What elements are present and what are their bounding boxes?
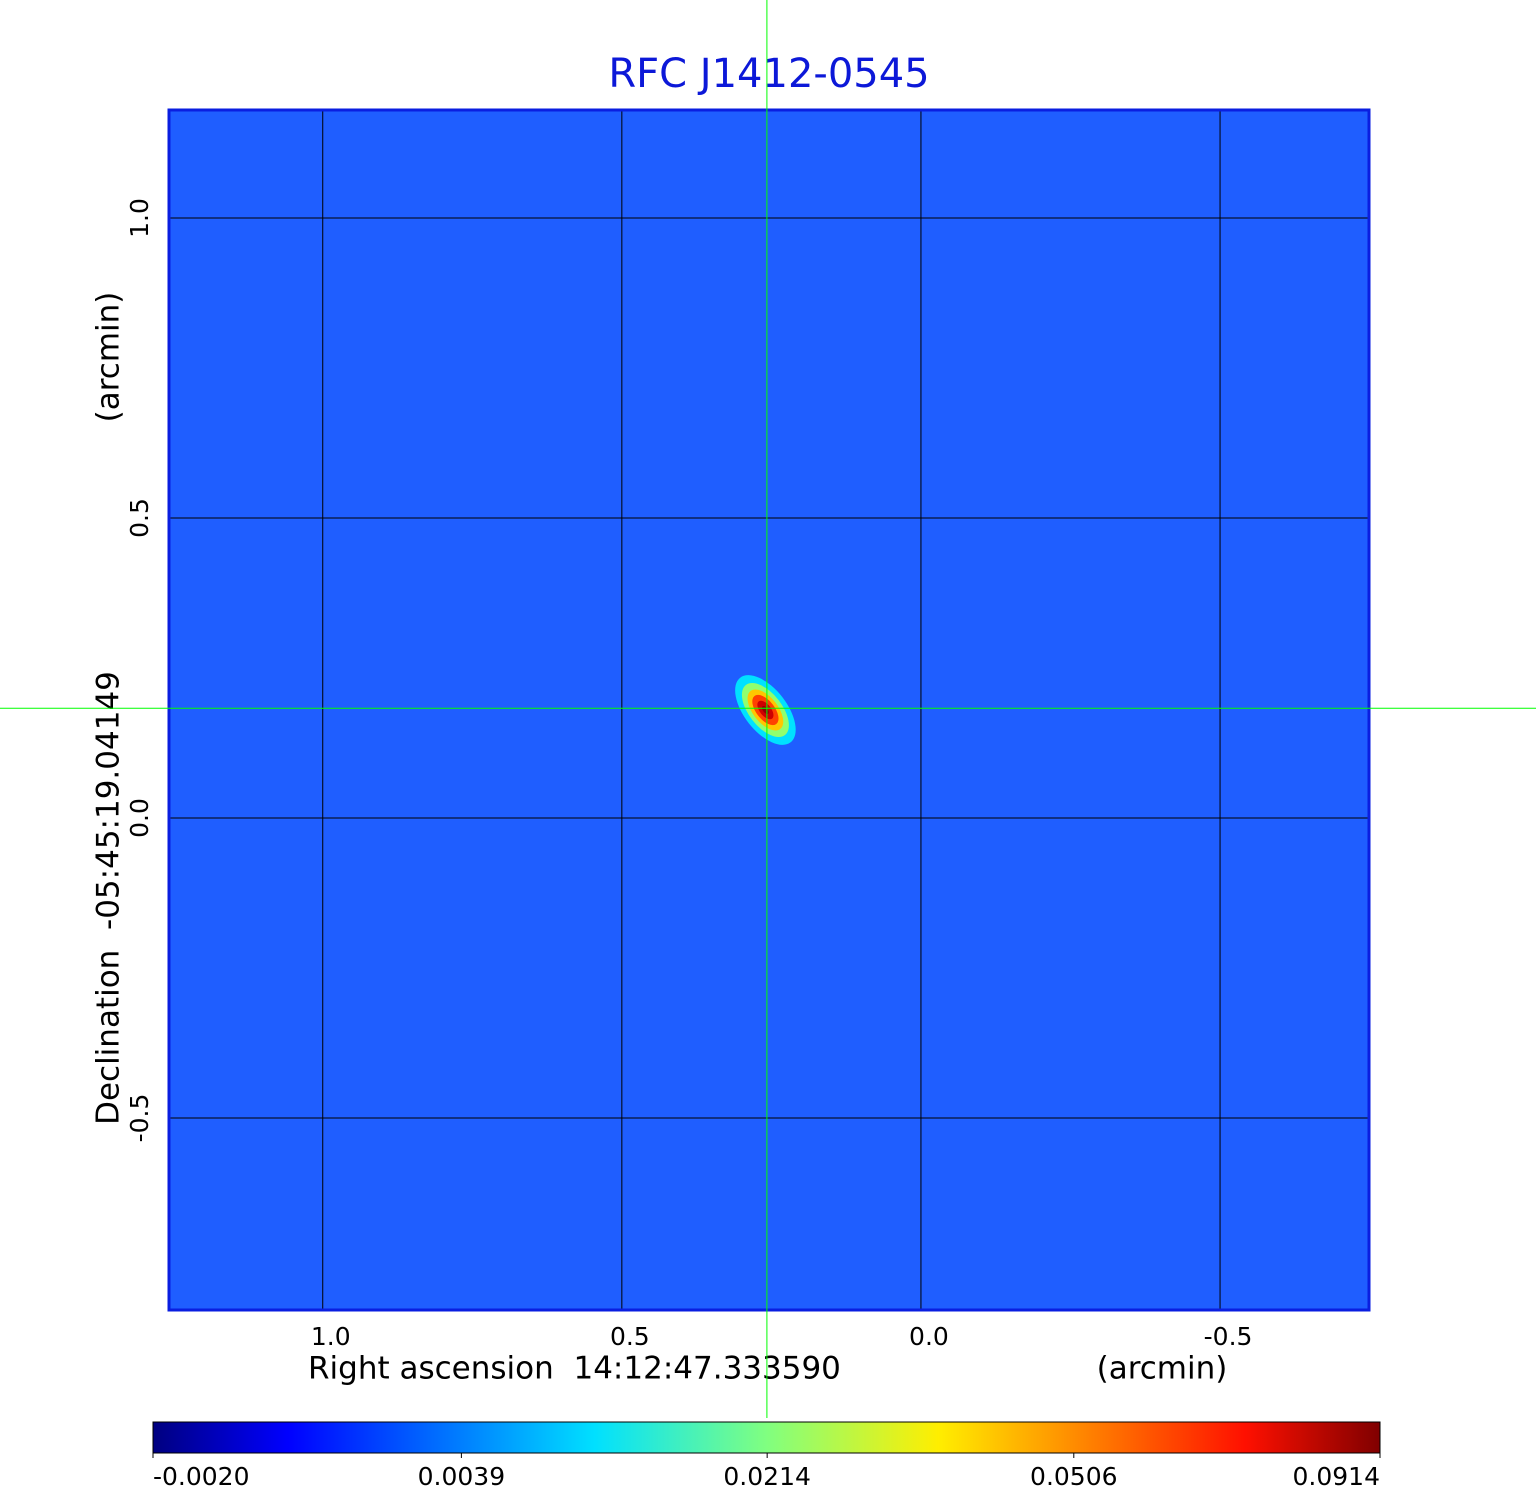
colorbar xyxy=(152,1421,1381,1454)
y-axis-unit: (arcmin) xyxy=(91,292,127,423)
image-layer xyxy=(735,675,796,745)
x-tick-label: 1.0 xyxy=(311,1322,351,1351)
colorbar-tick-label: 0.0214 xyxy=(723,1462,810,1491)
y-tick-label: -0.5 xyxy=(125,1094,154,1143)
grid-layer xyxy=(169,110,1369,1310)
chart-title: RFC J1412-0545 xyxy=(608,51,929,97)
plot-frame xyxy=(167,108,1371,1312)
y-tick-label: 1.0 xyxy=(125,198,154,238)
colorbar-tick-label: -0.0020 xyxy=(153,1462,250,1491)
x-axis-label: Right ascension 14:12:47.333590 xyxy=(308,1351,841,1387)
crosshair-layer xyxy=(0,0,1536,1418)
colorbar-tick-label: 0.0506 xyxy=(1030,1462,1117,1491)
y-axis-label: Declination -05:45:19.04149 xyxy=(91,671,127,1125)
x-axis-unit: (arcmin) xyxy=(1097,1351,1228,1387)
y-tick-label: 0.0 xyxy=(125,798,154,838)
colorbar-tick-label: 0.0914 xyxy=(1293,1462,1380,1491)
colorbar-tick-label: 0.0039 xyxy=(418,1462,505,1491)
x-tick-label: -0.5 xyxy=(1204,1322,1253,1351)
x-tick-label: 0.0 xyxy=(909,1322,949,1351)
y-tick-label: 0.5 xyxy=(125,498,154,538)
x-tick-label: 0.5 xyxy=(610,1322,650,1351)
